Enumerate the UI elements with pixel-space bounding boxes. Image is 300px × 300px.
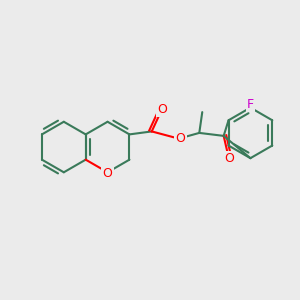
Text: O: O [225,152,235,165]
Text: F: F [247,98,254,111]
Text: O: O [157,103,167,116]
Text: O: O [176,132,185,146]
Text: O: O [103,167,112,180]
